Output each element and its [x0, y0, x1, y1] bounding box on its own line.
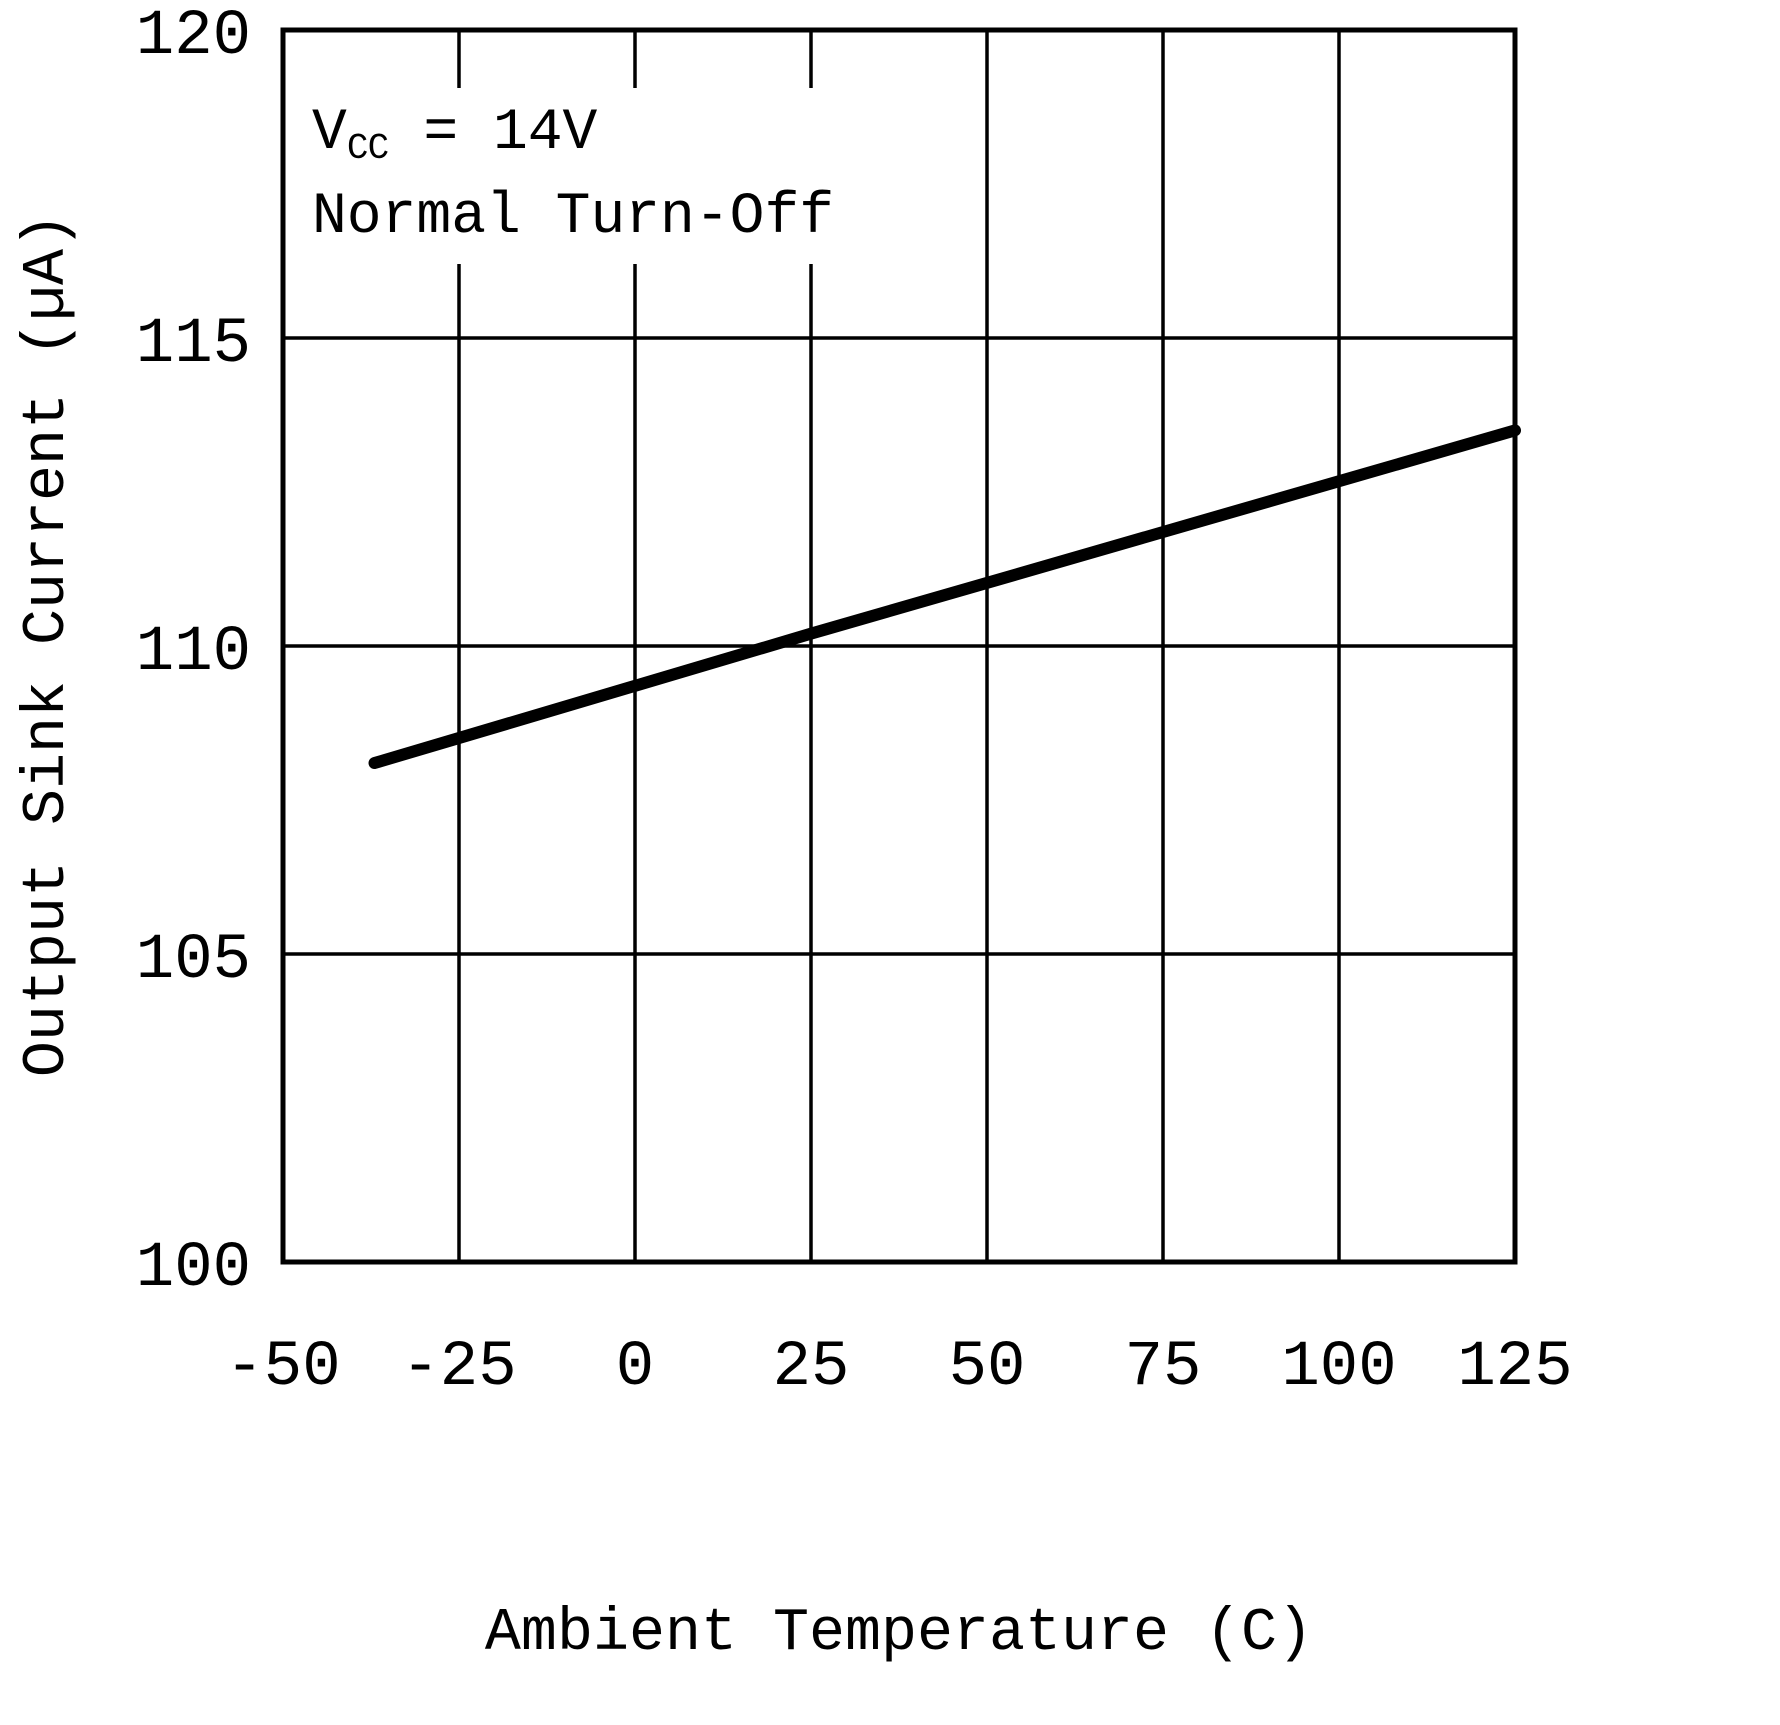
plot-border — [280, 27, 1518, 1265]
chart-annotation: VCC = 14V Normal Turn-Off — [308, 88, 849, 265]
annotation-vcc-line: VCC = 14V — [312, 92, 834, 176]
x-tick-label: 125 — [1457, 1332, 1572, 1404]
x-axis-title: Ambient Temperature (C) — [484, 1600, 1314, 1668]
x-tick-label: 100 — [1281, 1332, 1396, 1404]
y-tick-label: 115 — [136, 309, 251, 381]
x-tick-label: 75 — [1125, 1332, 1202, 1404]
vcc-symbol: V — [312, 101, 347, 166]
y-tick-label: 120 — [136, 1, 251, 73]
y-tick-label: 110 — [136, 617, 251, 689]
annotation-condition-line: Normal Turn-Off — [312, 185, 835, 251]
vcc-subscript: CC — [346, 128, 389, 170]
x-tick-label: -50 — [225, 1332, 340, 1404]
vcc-value: = 14V — [388, 101, 598, 166]
series-line-output-sink-current-vs-temperature — [368, 424, 1521, 770]
x-tick-label: 50 — [949, 1332, 1026, 1404]
y-tick-label: 105 — [136, 925, 251, 997]
x-tick-label: 25 — [773, 1332, 850, 1404]
x-tick-label: -25 — [401, 1332, 516, 1404]
x-tick-label: 0 — [616, 1332, 654, 1404]
y-axis-title: Output Sink Current (µA) — [14, 212, 82, 1078]
y-tick-label: 100 — [136, 1233, 251, 1305]
